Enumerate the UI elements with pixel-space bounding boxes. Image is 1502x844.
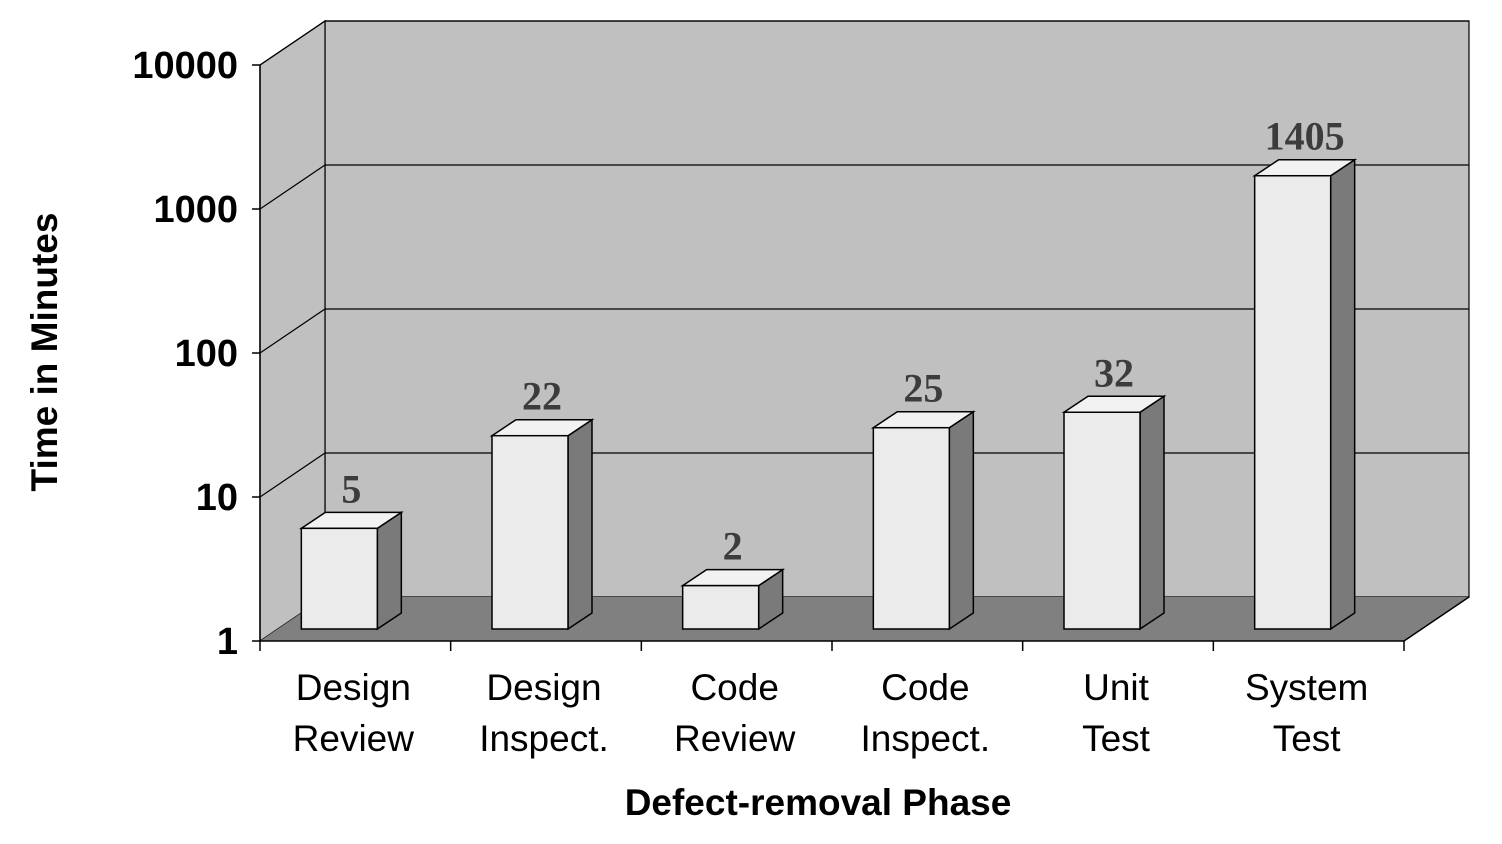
y-tick-label: 10 (196, 477, 238, 519)
x-tick-label: Design Review (293, 667, 415, 759)
x-tick-label-line: Test (1273, 718, 1342, 759)
y-tick-label: 1000 (153, 189, 238, 231)
bar-side (948, 410, 975, 631)
data-label: 32 (1094, 350, 1134, 395)
bars (298, 158, 1358, 631)
y-tick-label: 10000 (132, 45, 238, 87)
x-tick-label-line: Inspect. (479, 718, 609, 759)
x-tick-label-line: System (1245, 667, 1368, 708)
y-axis-title: Time in Minutes (24, 213, 65, 492)
gridline (259, 308, 1469, 354)
x-tick-label-line: Code (881, 667, 969, 708)
data-label: 25 (903, 366, 943, 411)
data-label: 22 (522, 374, 562, 419)
y-tick-label: 100 (175, 333, 238, 375)
x-tick-label: System Test (1245, 667, 1368, 759)
x-tick-label: Code Review (674, 667, 796, 759)
axes (252, 64, 1470, 651)
y-tick-labels: 1 10 100 1000 10000 (132, 45, 238, 663)
bar-side (376, 510, 403, 631)
x-tick-label-line: Review (674, 718, 796, 759)
bar (870, 410, 976, 631)
x-tick-label: Code Inspect. (861, 667, 991, 759)
data-label: 5 (341, 466, 361, 511)
bar (1252, 158, 1358, 631)
gridline (259, 164, 1469, 210)
bar-front (872, 426, 951, 630)
bar-front (1063, 411, 1141, 630)
x-tick-label-line: Inspect. (861, 718, 991, 759)
x-tick-label-line: Design (486, 667, 601, 708)
x-tick-label: Unit Test (1082, 667, 1151, 759)
x-tick-label-line: Unit (1083, 667, 1150, 708)
x-tick-label: Design Inspect. (479, 667, 609, 759)
bar (298, 510, 404, 631)
bar (489, 418, 595, 631)
bar-front (491, 434, 569, 630)
bar-front (1253, 174, 1332, 630)
x-tick-label-line: Test (1082, 718, 1151, 759)
bar-side (1139, 394, 1165, 631)
bar (1061, 394, 1167, 631)
gridline (259, 20, 1469, 66)
y-tick-label: 1 (217, 621, 238, 663)
data-label: 1405 (1265, 114, 1345, 159)
data-label: 2 (723, 524, 743, 569)
x-tick-label-line: Review (293, 718, 415, 759)
bar-front (681, 584, 760, 630)
bar-side (567, 418, 593, 631)
bar-front (300, 527, 379, 630)
x-axis-title: Defect-removal Phase (625, 782, 1012, 823)
bar-side (1329, 158, 1356, 631)
x-tick-label-line: Design (296, 667, 411, 708)
bar (680, 568, 786, 631)
x-tick-label-line: Code (690, 667, 778, 708)
